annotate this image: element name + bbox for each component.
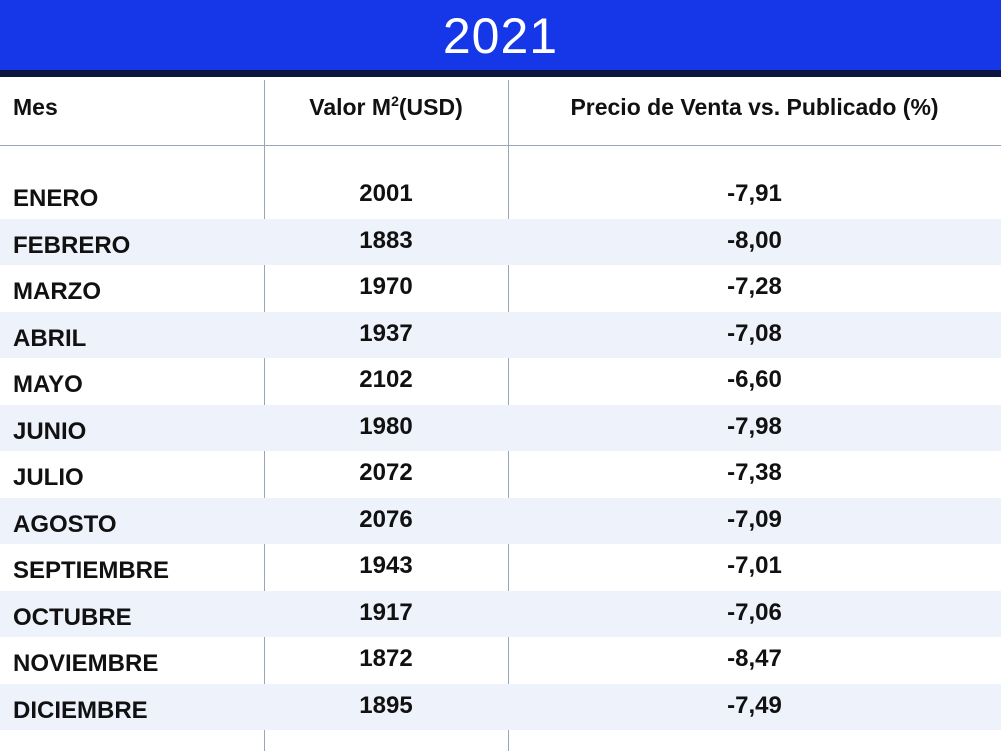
price-diff-cell: -7,28 [727, 273, 782, 300]
month-cell: JULIO [13, 464, 84, 491]
value-cell: 1970 [359, 273, 413, 300]
price-diff-cell: -7,09 [727, 505, 782, 533]
month-cell: DICIEMBRE [13, 696, 148, 724]
price-diff-cell: -7,06 [727, 598, 782, 626]
value-cell: 1883 [359, 226, 413, 254]
value-cell: 1917 [359, 598, 413, 626]
header-value: Valor M2(USD) [264, 94, 508, 121]
value-cell: 1895 [359, 691, 413, 719]
price-diff-cell: -8,47 [727, 645, 782, 672]
header-price: Precio de Venta vs. Publicado (%) [570, 94, 939, 120]
title-banner: 2021 [0, 0, 1001, 70]
table-row: MARZO 1970 -7,28 [0, 265, 1001, 312]
header-divider [0, 145, 1001, 146]
table-row: DICIEMBRE 1895 -7,49 [0, 683, 1001, 730]
price-diff-cell: -7,01 [727, 552, 782, 579]
value-cell: 2102 [359, 366, 413, 393]
header-month: Mes [13, 94, 58, 120]
price-diff-cell: -7,49 [727, 691, 782, 719]
price-diff-cell: -7,08 [727, 319, 782, 347]
month-cell: NOVIEMBRE [13, 650, 159, 677]
price-diff-cell: -6,60 [727, 366, 782, 393]
value-cell: 1937 [359, 319, 413, 347]
table-row: SEPTIEMBRE 1943 -7,01 [0, 544, 1001, 591]
table-row: ABRIL 1937 -7,08 [0, 311, 1001, 358]
table-row: OCTUBRE 1917 -7,06 [0, 590, 1001, 637]
value-cell: 2076 [359, 505, 413, 533]
month-cell: ENERO [13, 185, 99, 212]
table-row: NOVIEMBRE 1872 -8,47 [0, 637, 1001, 684]
price-diff-cell: -7,98 [727, 412, 782, 440]
header-value-suffix: (USD) [398, 94, 463, 120]
month-cell: SEPTIEMBRE [13, 557, 170, 584]
banner-divider [0, 70, 1001, 77]
month-cell: AGOSTO [13, 510, 117, 538]
value-cell: 1872 [359, 645, 413, 672]
page-title: 2021 [442, 8, 559, 64]
table-header-row: Mes Valor M2(USD) Precio de Venta vs. Pu… [0, 80, 1001, 144]
table-body: ENERO 2001 -7,91 FEBRERO 1883 -8,00 MARZO 1970 -… [0, 172, 1001, 730]
value-cell: 1980 [359, 412, 413, 440]
month-cell: ABRIL [13, 324, 87, 352]
value-cell: 1943 [359, 552, 413, 579]
price-diff-cell: -7,38 [727, 459, 782, 486]
price-diff-cell: -8,00 [727, 226, 782, 254]
table-row: MAYO 2102 -6,60 [0, 358, 1001, 405]
month-cell: JUNIO [13, 417, 87, 445]
header-value-superscript: 2 [391, 93, 399, 109]
table-row: JULIO 2072 -7,38 [0, 451, 1001, 498]
table-row: AGOSTO 2076 -7,09 [0, 497, 1001, 544]
value-cell: 2001 [359, 180, 413, 207]
price-diff-cell: -7,91 [727, 180, 782, 207]
month-cell: OCTUBRE [13, 603, 132, 631]
month-cell: MAYO [13, 371, 83, 398]
table-row: FEBRERO 1883 -8,00 [0, 218, 1001, 265]
month-cell: FEBRERO [13, 231, 131, 259]
month-cell: MARZO [13, 278, 101, 305]
table-row: ENERO 2001 -7,91 [0, 172, 1001, 219]
header-value-prefix: Valor M [309, 94, 392, 120]
value-cell: 2072 [359, 459, 413, 486]
table-row: JUNIO 1980 -7,98 [0, 404, 1001, 451]
